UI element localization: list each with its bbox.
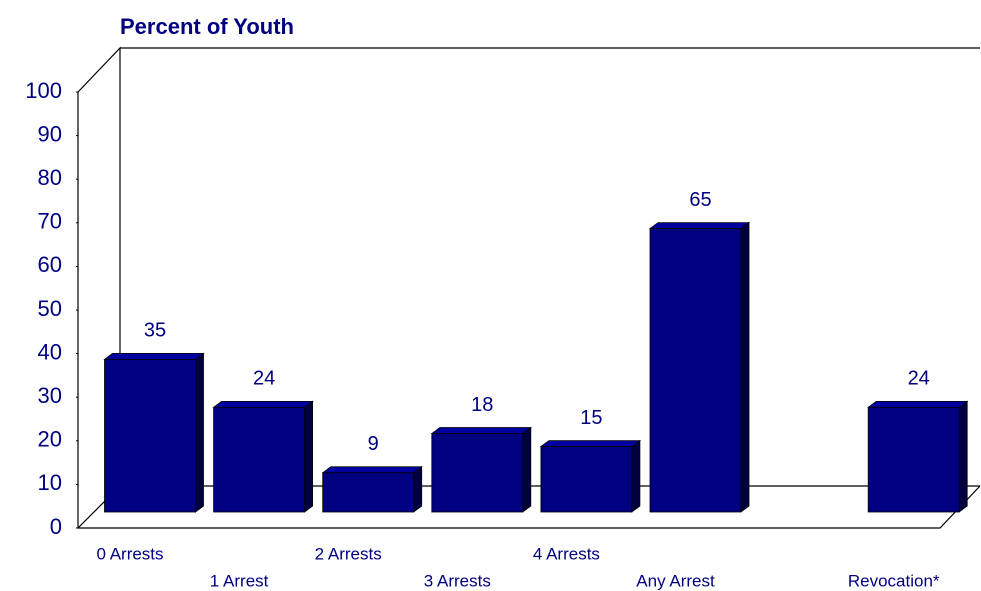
y-tick-label: 100 [25, 78, 62, 103]
bar [649, 228, 742, 513]
bar-top [430, 427, 532, 434]
value-label: 65 [689, 189, 711, 211]
bar [104, 358, 196, 513]
x-tick-label: 3 Arrests [424, 571, 491, 590]
y-tick-label: 60 [38, 252, 62, 277]
y-tick-label: 80 [38, 165, 62, 190]
x-tick-label: 4 Arrests [533, 544, 600, 563]
value-label: 35 [144, 320, 166, 342]
bar-side [740, 221, 750, 513]
value-label: 24 [908, 368, 930, 390]
bar-top [212, 400, 314, 408]
value-label: 9 [368, 433, 379, 455]
chart-title: Percent of Youth [120, 14, 294, 39]
bar [213, 406, 306, 513]
bar [322, 472, 415, 513]
y-tick-label: 70 [38, 209, 62, 234]
x-tick-label: Any Arrest [636, 571, 715, 590]
bar-top [539, 440, 642, 448]
y-tick-label: 90 [38, 121, 62, 146]
x-tick-label: 1 Arrest [210, 571, 269, 590]
y-tick-label: 0 [50, 514, 62, 539]
bar-side [522, 426, 532, 513]
bar [540, 446, 633, 513]
y-tick-label: 40 [38, 339, 62, 364]
x-tick-label: 0 Arrests [96, 544, 163, 563]
bar-top [103, 352, 205, 360]
bar-side [631, 439, 641, 513]
value-label: 18 [471, 394, 493, 416]
value-label: 15 [580, 407, 602, 429]
bar-side [958, 400, 968, 513]
bar-side [413, 465, 423, 513]
value-label: 24 [253, 368, 275, 390]
bar-top [321, 466, 423, 474]
y-tick-label: 50 [38, 296, 62, 321]
bar-side [195, 352, 204, 513]
bar [867, 406, 960, 513]
bar-top [648, 222, 751, 230]
x-tick-label: Revocation* [848, 571, 940, 590]
y-tick-label: 30 [38, 383, 62, 408]
bar-side [304, 400, 314, 513]
bar-top [867, 400, 969, 408]
bar [431, 433, 524, 513]
y-tick-label: 10 [38, 470, 62, 495]
x-tick-label: 2 Arrests [315, 544, 382, 563]
y-tick-label: 20 [38, 427, 62, 452]
